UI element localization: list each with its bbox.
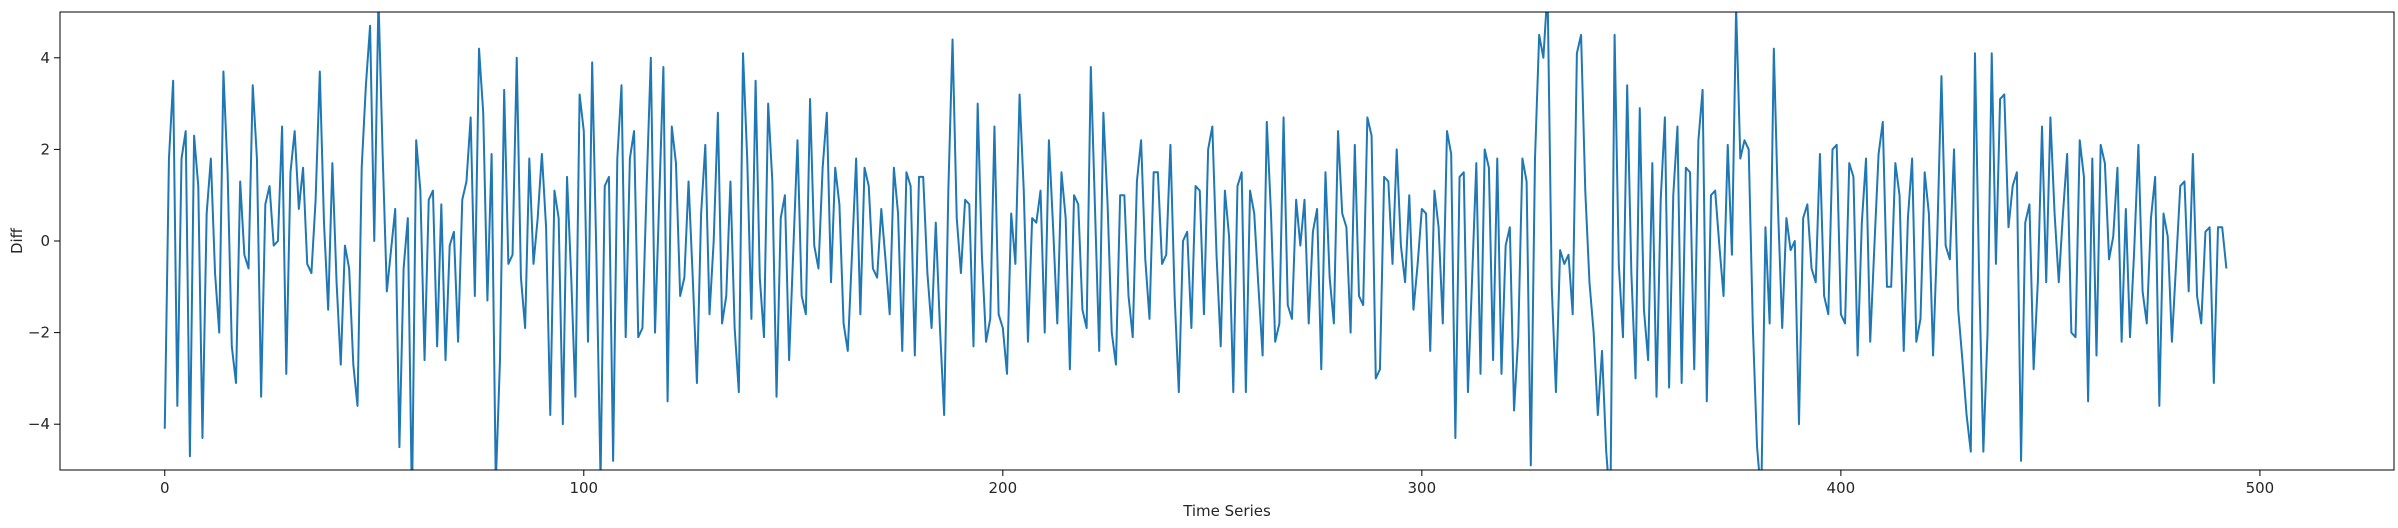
y-axis-label: Diff [8, 227, 26, 254]
plot-frame [59, 11, 2395, 471]
x-tick-label: 500 [2246, 479, 2275, 497]
x-tick-label: 0 [160, 479, 170, 497]
y-tick-label: 2 [40, 140, 50, 158]
x-axis-ticks: 0 100 200 300 400 500 [160, 470, 2274, 497]
x-axis-label: Time Series [1182, 502, 1271, 520]
x-tick-label: 200 [988, 479, 1017, 497]
y-tick-label: −2 [28, 324, 50, 342]
y-axis-ticks: −4 −2 0 2 4 [28, 49, 60, 433]
y-tick-label: 0 [40, 232, 50, 250]
x-tick-label: 300 [1408, 479, 1437, 497]
y-tick-label: −4 [28, 415, 50, 433]
y-tick-label: 4 [40, 49, 50, 67]
series-line [163, 12, 2228, 470]
x-tick-label: 400 [1827, 479, 1856, 497]
x-tick-label: 100 [569, 479, 598, 497]
